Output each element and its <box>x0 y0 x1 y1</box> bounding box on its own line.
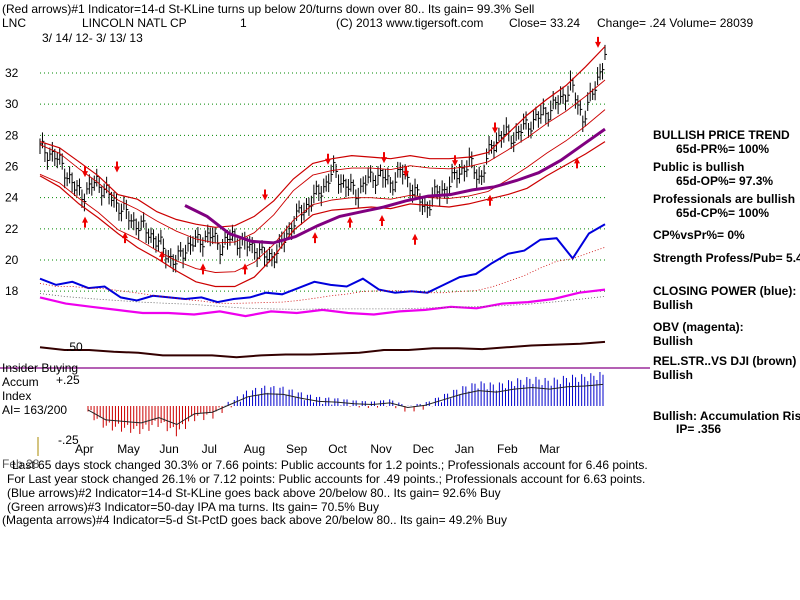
cp-percent: 65d-CP%= 100% <box>676 206 770 220</box>
sell-arrow <box>452 155 458 167</box>
company-name: LINCOLN NATL CP <box>82 16 187 30</box>
price-gridlines <box>40 72 605 292</box>
sell-arrow <box>403 166 409 178</box>
y-tick-20: 20 <box>5 253 19 267</box>
y-tick-26: 26 <box>5 160 19 174</box>
accum-tick-neg: -.25 <box>58 433 79 447</box>
signal-blue-arrows-text: (Blue arrows)#2 Indicator=14-d St-KLine … <box>7 486 501 500</box>
month-label-apr: Apr <box>75 442 94 456</box>
footer-line-year: For Last year stock changed 26.1% or 7.1… <box>7 472 646 486</box>
sell-arrow <box>492 122 498 134</box>
obv-line <box>39 288 606 318</box>
obv-ma-line <box>39 293 606 310</box>
month-label-may: May <box>117 442 140 456</box>
month-label-oct: Oct <box>328 442 347 456</box>
pr-percent: 65d-PR%= 100% <box>676 142 770 156</box>
closing-power-line <box>39 223 606 304</box>
signal-green-arrows-text: (Green arrows)#3 Indicator=50-day IPA ma… <box>7 500 379 514</box>
lower-band-line <box>39 141 606 288</box>
sell-arrow <box>114 161 120 173</box>
month-label-dec: Dec <box>413 442 434 456</box>
footer-line-65day: Last 65 days stock changed 30.3% or 7.66… <box>12 458 648 472</box>
buy-arrow <box>347 216 353 228</box>
buy-arrow <box>242 263 248 275</box>
obv-label: OBV (magenta): <box>653 320 744 334</box>
month-label-jun: Jun <box>159 442 178 456</box>
sell-arrow <box>82 166 88 178</box>
sell-arrow <box>325 153 331 165</box>
buy-arrow <box>159 250 165 262</box>
buy-arrow <box>487 194 493 206</box>
buy-arrow <box>200 263 206 275</box>
buy-arrow <box>574 157 580 169</box>
relstr-state: Bullish <box>653 368 694 382</box>
ma-50-line <box>184 127 606 245</box>
accum-tick-pos: +.25 <box>56 373 80 387</box>
insider-buying-label: Insider Buying <box>2 361 79 375</box>
accum-ma-line <box>87 383 604 426</box>
buy-arrow <box>82 216 88 228</box>
ip-value: IP= .356 <box>676 422 722 436</box>
month-label-sep: Sep <box>286 442 308 456</box>
closing-power-state: Bullish <box>653 298 694 312</box>
cp-vs-pr: CP%vsPr%= 0% <box>653 228 745 242</box>
sell-arrow <box>381 152 387 164</box>
buy-arrow <box>122 232 128 244</box>
indicator-layer <box>0 223 650 369</box>
public-bullish: Public is bullish <box>653 160 745 174</box>
ai-value: AI= 163/200 <box>2 403 68 417</box>
y-tick-32: 32 <box>5 66 19 80</box>
inner-lower-channel-line <box>39 109 606 273</box>
signal-magenta-arrows-text: (Magenta arrows)#4 Indicator=5-d St-PctD… <box>2 513 507 527</box>
month-label-mar: Mar <box>539 442 560 456</box>
strength-ratio: Strength Profess/Pub= 5.4 <box>653 251 800 265</box>
inner-upper-channel-line <box>39 79 606 244</box>
buy-arrow <box>312 232 318 244</box>
obv-state: Bullish <box>653 334 694 348</box>
pros-bullish: Professionals are bullish <box>653 192 796 206</box>
y-tick-30: 30 <box>5 97 19 111</box>
copyright: (C) 2013 www.tigersoft.com <box>336 16 484 30</box>
footer-date-prefix: Feb 28 <box>2 457 40 471</box>
month-label-feb: Feb <box>497 442 518 456</box>
y-tick-24: 24 <box>5 191 19 205</box>
sell-arrow <box>595 36 601 48</box>
change-volume: Change= .24 Volume= 28039 <box>597 16 754 30</box>
price-layer <box>39 44 607 288</box>
y-tick-22: 22 <box>5 222 19 236</box>
signal-arrows <box>82 36 601 275</box>
relstr-tick-50: .50 <box>66 340 83 354</box>
sell-arrow <box>262 189 268 201</box>
signal-red-arrows-text: (Red arrows)#1 Indicator=14-d St-KLine t… <box>2 2 535 16</box>
y-tick-28: 28 <box>5 128 19 142</box>
op-percent: 65d-OP%= 97.3% <box>676 174 774 188</box>
upper-band-line <box>39 46 606 228</box>
month-label-nov: Nov <box>370 442 391 456</box>
ticker-symbol: LNC <box>2 16 27 30</box>
buy-arrow <box>379 215 385 227</box>
buy-arrow <box>412 233 418 245</box>
index-label: Index <box>2 389 32 403</box>
accum-label: Accum <box>2 375 39 389</box>
month-label-jan: Jan <box>455 442 474 456</box>
closing-power-label: CLOSING POWER (blue): <box>653 284 797 298</box>
closing-power-ma-line <box>39 246 606 304</box>
bullish-price-trend-title: BULLISH PRICE TREND <box>653 128 790 142</box>
accum-state: Bullish: Accumulation Rising <box>653 409 800 423</box>
date-range: 3/ 14/ 12- 3/ 13/ 13 <box>42 31 143 45</box>
close-price: Close= 33.24 <box>509 16 581 30</box>
month-label-jul: Jul <box>202 442 217 456</box>
accum-index-layer <box>37 372 604 456</box>
y-tick-18: 18 <box>5 284 19 298</box>
relstr-label: REL.STR..VS DJI (brown) <box>653 354 797 368</box>
relstr-line <box>39 340 606 359</box>
chart-count: 1 <box>240 16 247 30</box>
month-label-aug: Aug <box>244 442 265 456</box>
